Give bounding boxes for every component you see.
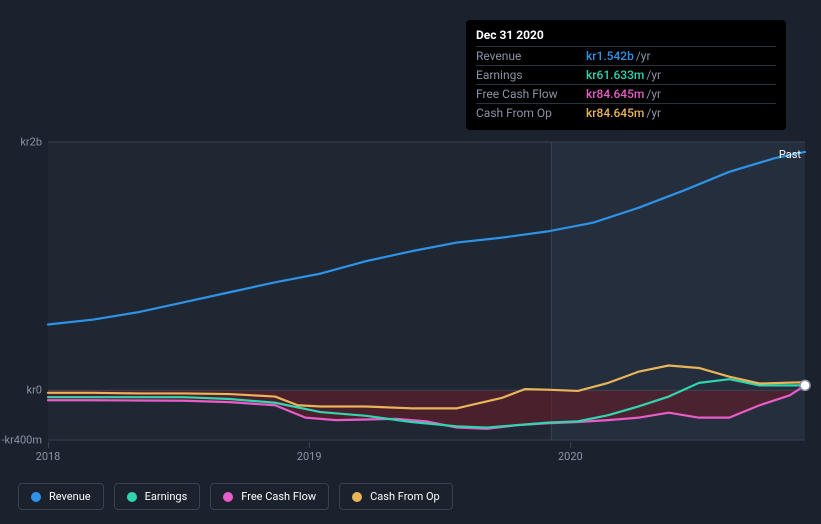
tooltip-row-label: Free Cash Flow (476, 87, 586, 101)
x-axis-label: 2019 (297, 450, 322, 463)
tooltip-row: Free Cash Flowkr84.645m /yr (476, 84, 776, 103)
tooltip-row-unit: /yr (646, 87, 661, 101)
tooltip-row: Revenuekr1.542b /yr (476, 46, 776, 65)
chart-plot-area: Past kr2bkr0-kr400m (48, 142, 805, 440)
legend-item-revenue[interactable]: Revenue (18, 483, 104, 510)
tooltip-date: Dec 31 2020 (476, 28, 776, 42)
x-tick-mark (309, 442, 310, 448)
x-axis-label: 2020 (558, 450, 583, 463)
past-label: Past (779, 148, 801, 161)
legend-label: Earnings (145, 490, 188, 503)
chart-svg (48, 142, 805, 440)
tooltip-row-value: kr84.645m (586, 106, 644, 120)
legend-label: Cash From Op (370, 490, 440, 503)
tooltip-row: Cash From Opkr84.645m /yr (476, 103, 776, 122)
legend-swatch (223, 492, 233, 502)
y-axis-label: kr0 (27, 384, 43, 397)
legend-swatch (352, 492, 362, 502)
x-axis-label: 2018 (36, 450, 61, 463)
tooltip-row-value: kr61.633m (586, 68, 644, 82)
legend-item-cash-from-op[interactable]: Cash From Op (339, 483, 453, 510)
legend-item-free-cash-flow[interactable]: Free Cash Flow (210, 483, 329, 510)
chart-tooltip: Dec 31 2020 Revenuekr1.542b /yrEarningsk… (466, 20, 786, 130)
legend-item-earnings[interactable]: Earnings (114, 483, 201, 510)
y-axis-label: -kr400m (1, 434, 42, 447)
x-axis: 201820192020 (48, 450, 805, 470)
x-tick-mark (48, 442, 49, 448)
tooltip-row-value: kr84.645m (586, 87, 644, 101)
tooltip-row-label: Earnings (476, 68, 586, 82)
legend-label: Free Cash Flow (241, 490, 316, 503)
x-tick-mark (570, 442, 571, 448)
tooltip-row: Earningskr61.633m /yr (476, 65, 776, 84)
tooltip-row-unit: /yr (646, 106, 661, 120)
tooltip-row-label: Cash From Op (476, 106, 586, 120)
chart-legend: Revenue Earnings Free Cash Flow Cash From O… (18, 483, 453, 510)
tooltip-row-unit: /yr (646, 68, 661, 82)
tooltip-row-label: Revenue (476, 49, 586, 63)
legend-swatch (31, 492, 41, 502)
tooltip-row-unit: /yr (636, 49, 651, 63)
legend-label: Revenue (49, 490, 91, 503)
tooltip-row-value: kr1.542b (586, 49, 634, 63)
y-axis-label: kr2b (20, 136, 42, 149)
legend-swatch (127, 492, 137, 502)
